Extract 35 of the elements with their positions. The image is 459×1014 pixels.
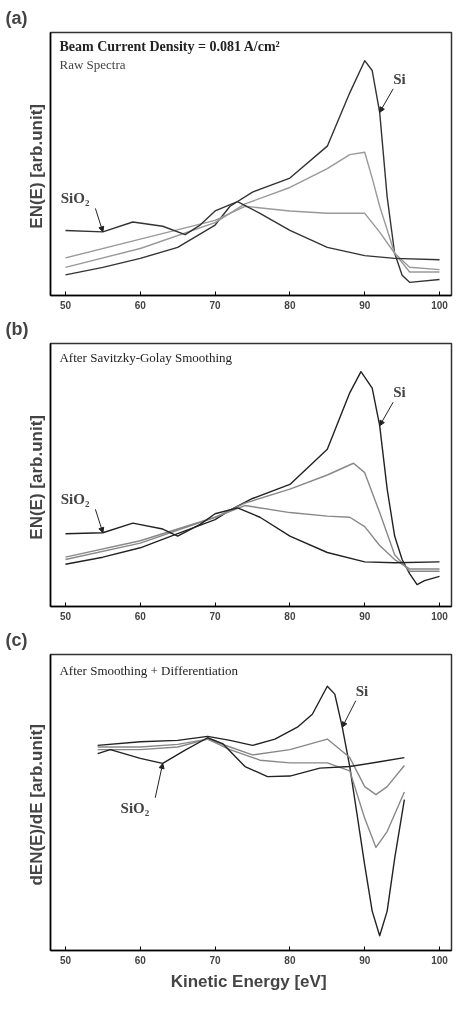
chart-title: (c) xyxy=(5,629,28,650)
x-tick-label: 60 xyxy=(134,954,147,966)
text: Beam Current Density = 0.081 A/cm² xyxy=(59,39,280,55)
x-tick-label: 100 xyxy=(431,299,449,311)
x-tick-label: 90 xyxy=(359,610,371,622)
annotation: SiO₂ xyxy=(120,799,150,816)
x-tick-label: 60 xyxy=(134,610,147,622)
y-axis-title: dEN(E)/dE [arb.unit] xyxy=(26,724,46,886)
x-tick-label: 50 xyxy=(59,299,72,311)
text: After Savitzky-Golay Smoothing xyxy=(59,350,233,366)
x-tick-label: 90 xyxy=(359,954,371,966)
annotation: SiO₂ xyxy=(60,491,90,508)
x-tick-label: 50 xyxy=(59,954,72,966)
x-tick-label: 100 xyxy=(431,610,449,622)
x-tick-label: 80 xyxy=(284,299,296,311)
annotation: SiO₂ xyxy=(60,190,90,207)
x-tick-label: 80 xyxy=(284,954,296,966)
annotation: Si xyxy=(393,70,406,87)
y-axis-title: EN(E) [arb.unit] xyxy=(26,104,46,229)
annotation: Raw Spectra xyxy=(59,56,126,72)
x-tick-label: 90 xyxy=(359,299,371,311)
text: After Smoothing + Differentiation xyxy=(59,662,239,678)
x-tick-label: 70 xyxy=(209,610,222,622)
annotation: Si xyxy=(355,682,369,699)
x-axis-title: Kinetic Energy [eV] xyxy=(170,971,327,991)
x-tick-label: 80 xyxy=(284,610,296,622)
x-tick-label: 60 xyxy=(134,299,147,311)
chart-title: (a) xyxy=(5,7,28,28)
x-tick-label: 50 xyxy=(59,610,72,622)
annotation: Si xyxy=(393,384,406,401)
x-tick-label: 70 xyxy=(209,954,222,966)
x-tick-label: 100 xyxy=(431,954,449,966)
x-tick-label: 70 xyxy=(209,299,222,311)
chart-title: (b) xyxy=(5,318,29,339)
y-axis-title: EN(E) [arb.unit] xyxy=(26,415,46,540)
